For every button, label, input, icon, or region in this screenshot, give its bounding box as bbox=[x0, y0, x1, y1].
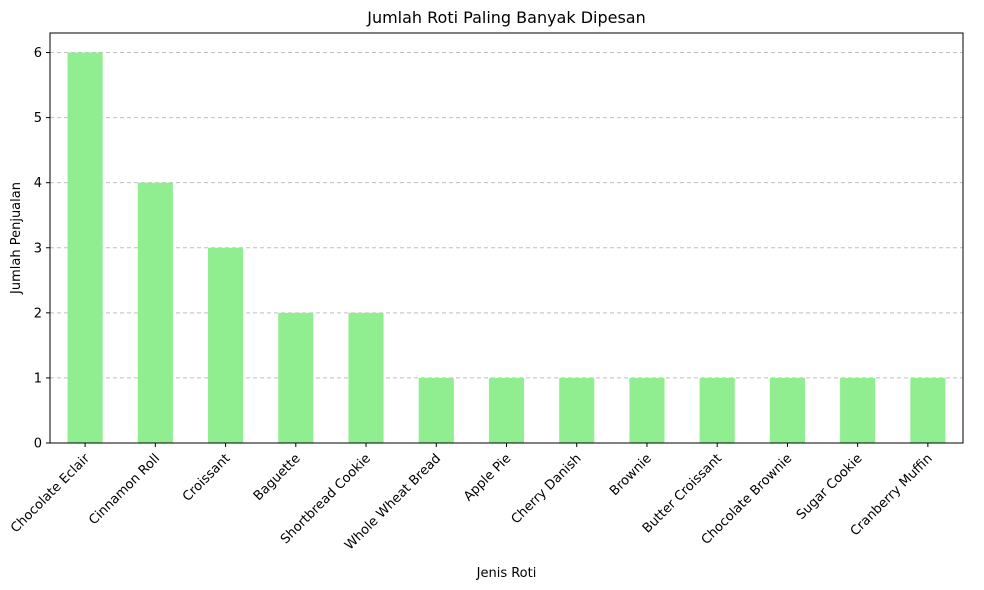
x-tick-label: Brownie bbox=[607, 451, 655, 499]
y-axis-label: Jumlah Penjualan bbox=[9, 182, 24, 295]
bar-butter-croissant bbox=[699, 377, 735, 443]
x-tick-label: Cherry Danish bbox=[509, 451, 585, 527]
x-tick-label: Croissant bbox=[180, 451, 233, 504]
bar-cranberry-muffin bbox=[910, 377, 946, 443]
x-tick-label: Cinnamon Roll bbox=[86, 451, 163, 528]
y-tick-label: 4 bbox=[34, 176, 42, 191]
bar-croissant bbox=[208, 247, 244, 443]
bar-cherry-danish bbox=[559, 377, 595, 443]
y-tick-label: 0 bbox=[34, 437, 42, 452]
y-axis-ticks: 0 1 2 3 4 5 6 bbox=[34, 46, 50, 452]
bar-sugar-cookie bbox=[840, 377, 876, 443]
y-tick-label: 6 bbox=[34, 46, 42, 61]
bar-cinnamon-roll bbox=[137, 182, 173, 443]
x-tick-label: Sugar Cookie bbox=[794, 451, 866, 523]
y-tick-label: 5 bbox=[34, 111, 42, 126]
y-tick-label: 1 bbox=[34, 371, 42, 386]
bar-chocolate-eclair bbox=[67, 52, 103, 444]
x-axis-label: Jenis Roti bbox=[476, 566, 537, 581]
bar-brownie bbox=[629, 377, 665, 443]
x-tick-label: Baguette bbox=[251, 451, 304, 504]
bar-whole-wheat-bread bbox=[418, 377, 454, 443]
y-tick-label: 3 bbox=[34, 241, 42, 256]
bar-baguette bbox=[278, 312, 314, 443]
chart-title: Jumlah Roti Paling Banyak Dipesan bbox=[366, 8, 646, 27]
x-tick-label: Apple Pie bbox=[461, 451, 514, 504]
y-tick-label: 2 bbox=[34, 306, 42, 321]
bar-shortbread-cookie bbox=[348, 312, 384, 443]
bar-chocolate-brownie bbox=[769, 377, 805, 443]
bars bbox=[67, 52, 946, 444]
bar-apple-pie bbox=[488, 377, 525, 443]
x-tick-label: Chocolate Eclair bbox=[8, 451, 93, 536]
